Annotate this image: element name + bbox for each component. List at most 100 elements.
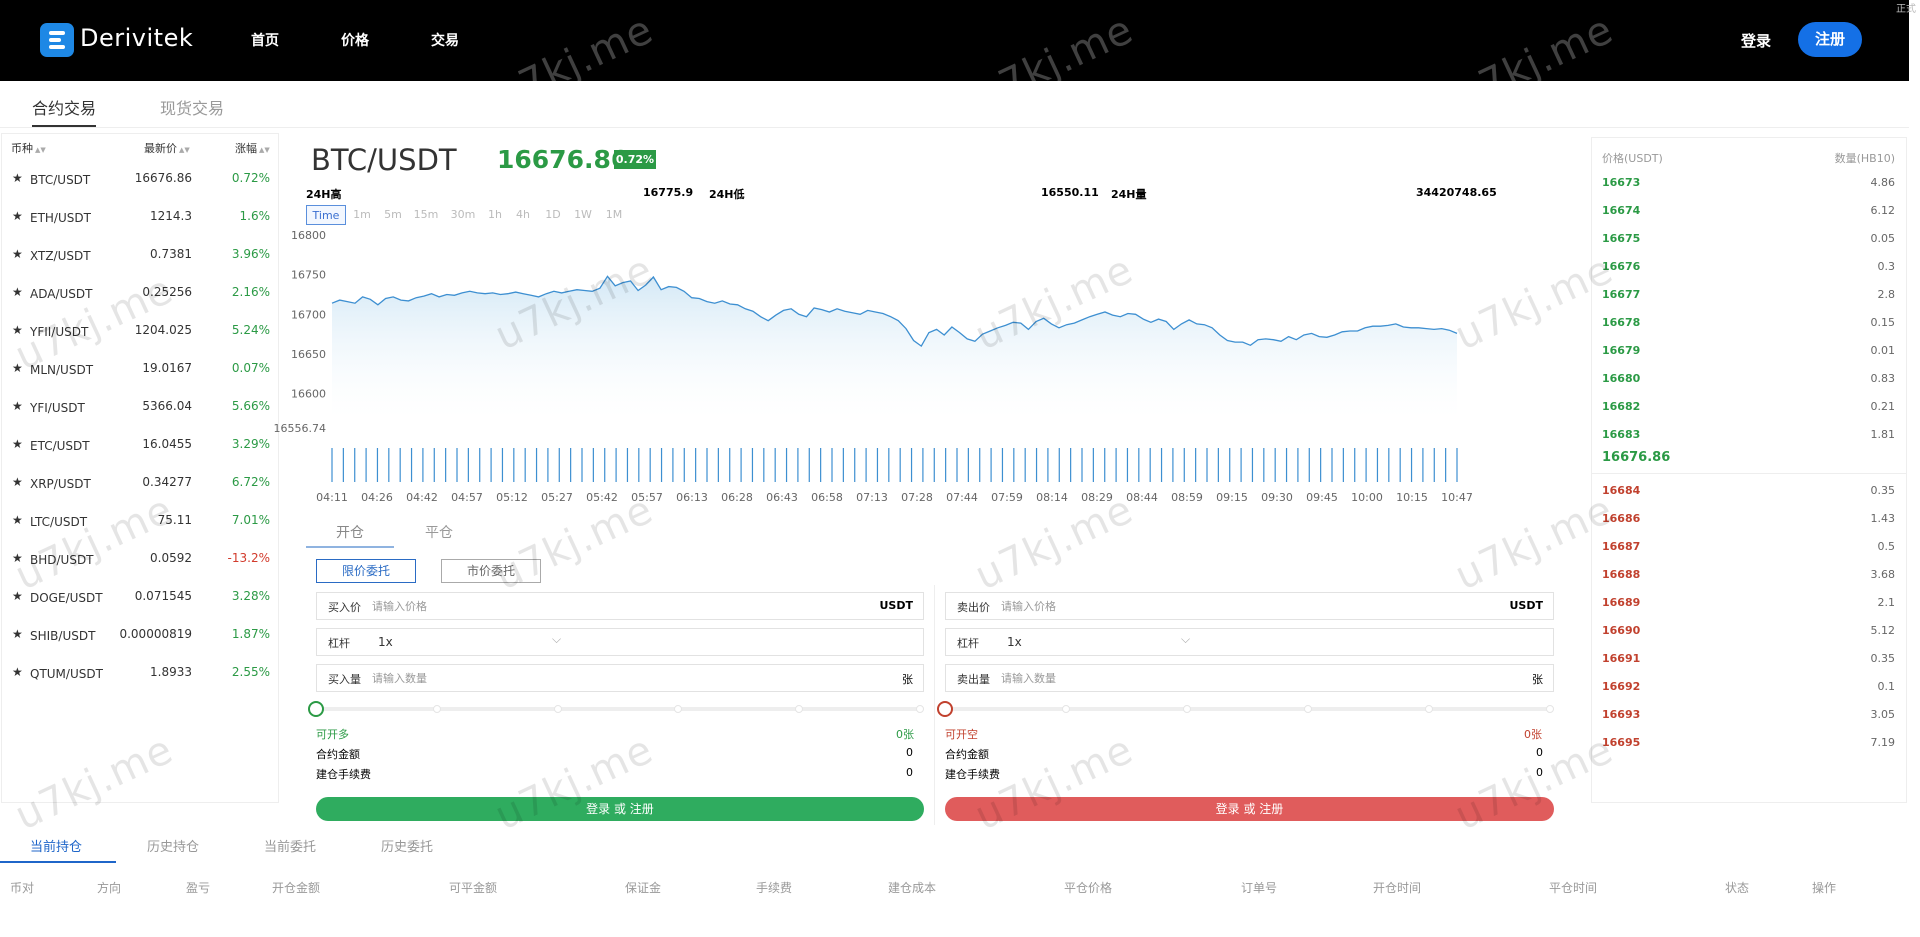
star-icon[interactable]: ★	[12, 665, 23, 679]
timeframe-4h[interactable]: 4h	[516, 208, 530, 221]
book-bid-row[interactable]: 16680 0.83	[1592, 372, 1906, 390]
nav-trade[interactable]: 交易	[431, 33, 459, 49]
limit-order-button[interactable]: 限价委托	[316, 559, 416, 583]
sell-slider-step[interactable]	[1304, 705, 1312, 713]
sell-slider-step[interactable]	[1546, 705, 1554, 713]
book-bid-row[interactable]: 16674 6.12	[1592, 204, 1906, 222]
book-bid-row[interactable]: 16682 0.21	[1592, 400, 1906, 418]
star-icon[interactable]: ★	[12, 437, 23, 451]
market-order-button[interactable]: 市价委托	[441, 559, 541, 583]
book-ask-row[interactable]: 16695 7.19	[1592, 736, 1906, 754]
sell-slider[interactable]	[945, 707, 1554, 711]
book-bid-row[interactable]: 16679 0.01	[1592, 344, 1906, 362]
market-row[interactable]: ★ BHD/USDT 0.0592 -13.2%	[2, 551, 278, 589]
timeframe-1m[interactable]: 1m	[353, 208, 371, 221]
tab-current-positions[interactable]: 当前持仓	[30, 840, 83, 855]
book-bid-row[interactable]: 16676 0.3	[1592, 260, 1906, 278]
buy-leverage-select[interactable]: 杠杆 1x ⌵	[316, 628, 924, 656]
sell-qty-input[interactable]	[1001, 668, 1481, 688]
timeframe-1D[interactable]: 1D	[545, 208, 561, 221]
book-ask-row[interactable]: 16692 0.1	[1592, 680, 1906, 698]
star-icon[interactable]: ★	[12, 323, 23, 337]
brand-logo-icon[interactable]	[40, 23, 74, 57]
register-button[interactable]: 注册	[1798, 22, 1862, 57]
tab-open-orders[interactable]: 当前委托	[264, 840, 317, 855]
timeframe-30m[interactable]: 30m	[450, 208, 476, 221]
star-icon[interactable]: ★	[12, 551, 23, 565]
market-row[interactable]: ★ YFII/USDT 1204.025 5.24%	[2, 323, 278, 361]
book-bid-row[interactable]: 16678 0.15	[1592, 316, 1906, 334]
brand-name[interactable]: Derivitek	[80, 24, 194, 52]
star-icon[interactable]: ★	[12, 247, 23, 261]
tab-futures[interactable]: 合约交易	[32, 99, 97, 118]
market-row[interactable]: ★ YFI/USDT 5366.04 5.66%	[2, 399, 278, 437]
tab-order-history[interactable]: 历史委托	[381, 840, 434, 855]
nav-home[interactable]: 首页	[251, 33, 279, 49]
star-icon[interactable]: ★	[12, 285, 23, 299]
sell-slider-step[interactable]	[1425, 705, 1433, 713]
login-button[interactable]: 登录	[1741, 32, 1772, 50]
buy-login-button[interactable]: 登录 或 注册	[316, 797, 924, 821]
book-ask-row[interactable]: 16690 5.12	[1592, 624, 1906, 642]
market-row[interactable]: ★ DOGE/USDT 0.071545 3.28%	[2, 589, 278, 627]
book-ask-row[interactable]: 16686 1.43	[1592, 512, 1906, 530]
book-ask-row[interactable]: 16691 0.35	[1592, 652, 1906, 670]
buy-slider-step[interactable]	[432, 705, 441, 713]
star-icon[interactable]: ★	[12, 513, 23, 527]
market-row[interactable]: ★ BTC/USDT 16676.86 0.72%	[2, 171, 278, 209]
sell-slider-handle[interactable]	[937, 701, 953, 717]
nav-prices[interactable]: 价格	[341, 33, 369, 49]
market-col-change[interactable]: 涨幅 ▲▼	[235, 142, 270, 155]
star-icon[interactable]: ★	[12, 399, 23, 413]
market-row[interactable]: ★ LTC/USDT 75.11 7.01%	[2, 513, 278, 551]
buy-slider-step[interactable]	[674, 705, 683, 713]
buy-slider-step[interactable]	[795, 705, 804, 713]
market-row[interactable]: ★ ETC/USDT 16.0455 3.29%	[2, 437, 278, 475]
buy-slider-step[interactable]	[916, 705, 924, 713]
market-row[interactable]: ★ MLN/USDT 19.0167 0.07%	[2, 361, 278, 399]
tab-spot[interactable]: 现货交易	[160, 99, 225, 118]
market-row[interactable]: ★ XRP/USDT 0.34277 6.72%	[2, 475, 278, 513]
sell-slider-step[interactable]	[1062, 705, 1070, 713]
tab-close-position[interactable]: 平仓	[425, 525, 453, 541]
timeframe-15m[interactable]: 15m	[413, 208, 439, 221]
sell-price-input[interactable]	[1001, 596, 1481, 616]
timeframe-5m[interactable]: 5m	[384, 208, 402, 221]
star-icon[interactable]: ★	[12, 209, 23, 223]
book-ask-row[interactable]: 16687 0.5	[1592, 540, 1906, 558]
market-col-symbol[interactable]: 币种 ▲▼	[11, 142, 46, 155]
buy-price-input[interactable]	[372, 596, 852, 616]
timeframe-1h[interactable]: 1h	[488, 208, 502, 221]
star-icon[interactable]: ★	[12, 171, 23, 185]
timeframe-Time[interactable]: Time	[306, 205, 346, 225]
tab-position-history[interactable]: 历史持仓	[147, 840, 200, 855]
star-icon[interactable]: ★	[12, 589, 23, 603]
sell-slider-step[interactable]	[1183, 705, 1191, 713]
book-ask-row[interactable]: 16688 3.68	[1592, 568, 1906, 586]
star-icon[interactable]: ★	[12, 627, 23, 641]
book-ask-row[interactable]: 16693 3.05	[1592, 708, 1906, 726]
timeframe-1M[interactable]: 1M	[605, 208, 623, 221]
star-icon[interactable]: ★	[12, 475, 23, 489]
market-row[interactable]: ★ XTZ/USDT 0.7381 3.96%	[2, 247, 278, 285]
buy-slider-step[interactable]	[553, 705, 562, 713]
book-ask-row[interactable]: 16684 0.35	[1592, 484, 1906, 502]
buy-qty-input[interactable]	[372, 668, 852, 688]
book-bid-row[interactable]: 16677 2.8	[1592, 288, 1906, 306]
sell-leverage-select[interactable]: 杠杆 1x ⌵	[945, 628, 1554, 656]
book-bid-row[interactable]: 16683 1.81	[1592, 428, 1906, 446]
timeframe-1W[interactable]: 1W	[574, 208, 592, 221]
book-ask-row[interactable]: 16689 2.1	[1592, 596, 1906, 614]
market-row[interactable]: ★ ETH/USDT 1214.3 1.6%	[2, 209, 278, 247]
buy-slider-handle[interactable]	[308, 701, 324, 717]
tab-open-position[interactable]: 开仓	[336, 525, 364, 541]
market-row[interactable]: ★ SHIB/USDT 0.00000819 1.87%	[2, 627, 278, 665]
market-row[interactable]: ★ ADA/USDT 0.25256 2.16%	[2, 285, 278, 323]
market-col-price[interactable]: 最新价 ▲▼	[144, 142, 190, 155]
market-row[interactable]: ★ QTUM/USDT 1.8933 2.55%	[2, 665, 278, 703]
star-icon[interactable]: ★	[12, 361, 23, 375]
book-bid-row[interactable]: 16675 0.05	[1592, 232, 1906, 250]
book-bid-row[interactable]: 16673 4.86	[1592, 176, 1906, 194]
buy-slider[interactable]	[316, 707, 924, 711]
sell-login-button[interactable]: 登录 或 注册	[945, 797, 1554, 821]
